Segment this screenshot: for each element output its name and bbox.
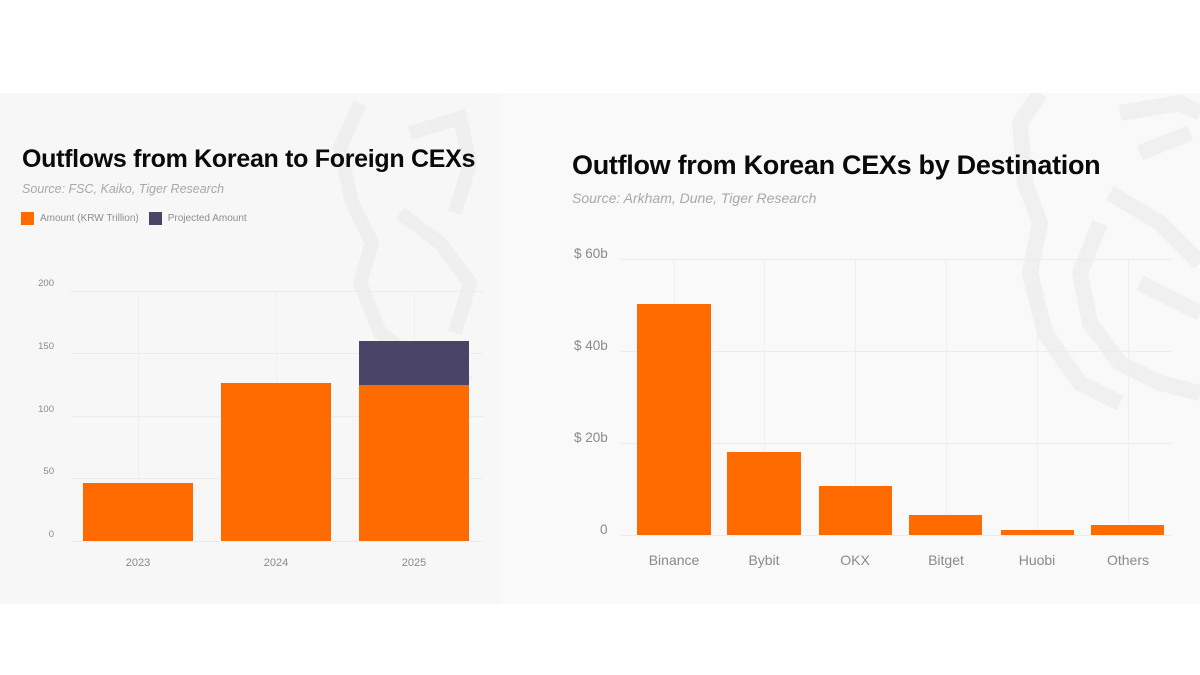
vgrid-bybit xyxy=(764,259,765,535)
y-tick-0: 0 xyxy=(600,522,608,537)
x-tick-2024: 2024 xyxy=(263,557,289,569)
legend-swatch-amount xyxy=(21,212,34,225)
x-tick-okx: OKX xyxy=(840,552,870,568)
left-plot-area: 200 150 100 50 0 2023 2024 2025 xyxy=(0,93,500,604)
left-chart-source: Source: FSC, Kaiko, Tiger Research xyxy=(22,182,225,196)
x-tick-2023: 2023 xyxy=(125,557,151,569)
right-chart-title: Outflow from Korean CEXs by Destination xyxy=(572,150,1101,180)
bar-bitget[interactable] xyxy=(909,515,982,535)
legend-label-projected: Projected Amount xyxy=(167,213,247,224)
bar-2025-projected[interactable] xyxy=(359,341,469,385)
y-tick-100: 100 xyxy=(38,404,54,415)
x-tick-others: Others xyxy=(1106,552,1150,568)
y-tick-200: 200 xyxy=(38,278,54,289)
vgrid-others xyxy=(1128,259,1129,535)
gridline-0 xyxy=(70,541,483,542)
bar-binance[interactable] xyxy=(637,304,711,535)
left-chart-legend: Amount (KRW Trillion) Projected Amount xyxy=(21,212,257,225)
y-tick-0: 0 xyxy=(48,529,54,540)
vgrid-bitget xyxy=(946,259,947,535)
bar-bybit[interactable] xyxy=(727,452,801,535)
y-tick-40b: $ 40b xyxy=(574,338,608,353)
gridline-40b xyxy=(620,351,1172,352)
bar-huobi[interactable] xyxy=(1001,530,1074,535)
right-plot-area: $ 60b $ 40b $ 20b 0 Binance Bybit OKX Bi… xyxy=(500,93,1200,604)
vgrid-huobi xyxy=(1037,259,1038,535)
y-tick-50: 50 xyxy=(43,466,54,477)
left-chart-panel: Outflows from Korean to Foreign CEXs Sou… xyxy=(0,93,500,604)
gridline-20b xyxy=(620,443,1172,444)
legend-item-projected[interactable]: Projected Amount xyxy=(148,212,247,225)
legend-item-amount[interactable]: Amount (KRW Trillion) xyxy=(21,212,139,225)
y-tick-60b: $ 60b xyxy=(574,246,608,261)
bar-others[interactable] xyxy=(1091,525,1164,535)
legend-label-amount: Amount (KRW Trillion) xyxy=(40,213,139,224)
bar-2025-amount[interactable] xyxy=(359,385,469,541)
vgrid-2023 xyxy=(138,291,139,541)
bar-2023-amount[interactable] xyxy=(83,483,193,541)
right-chart-source: Source: Arkham, Dune, Tiger Research xyxy=(572,190,817,206)
gridline-0 xyxy=(620,535,1172,536)
vgrid-okx xyxy=(855,259,856,535)
right-chart-panel: Outflow from Korean CEXs by Destination … xyxy=(500,93,1200,604)
gridline-60b xyxy=(620,259,1172,260)
bar-okx[interactable] xyxy=(819,486,892,535)
x-tick-bybit: Bybit xyxy=(748,552,780,568)
left-chart-title: Outflows from Korean to Foreign CEXs xyxy=(22,145,476,173)
x-tick-bitget: Bitget xyxy=(928,552,964,568)
y-tick-150: 150 xyxy=(38,341,54,352)
legend-swatch-projected xyxy=(148,212,162,225)
x-tick-binance: Binance xyxy=(648,552,700,568)
bar-2024-amount[interactable] xyxy=(221,383,331,541)
x-tick-huobi: Huobi xyxy=(1018,552,1056,568)
x-tick-2025: 2025 xyxy=(401,557,427,569)
y-tick-20b: $ 20b xyxy=(574,430,608,445)
